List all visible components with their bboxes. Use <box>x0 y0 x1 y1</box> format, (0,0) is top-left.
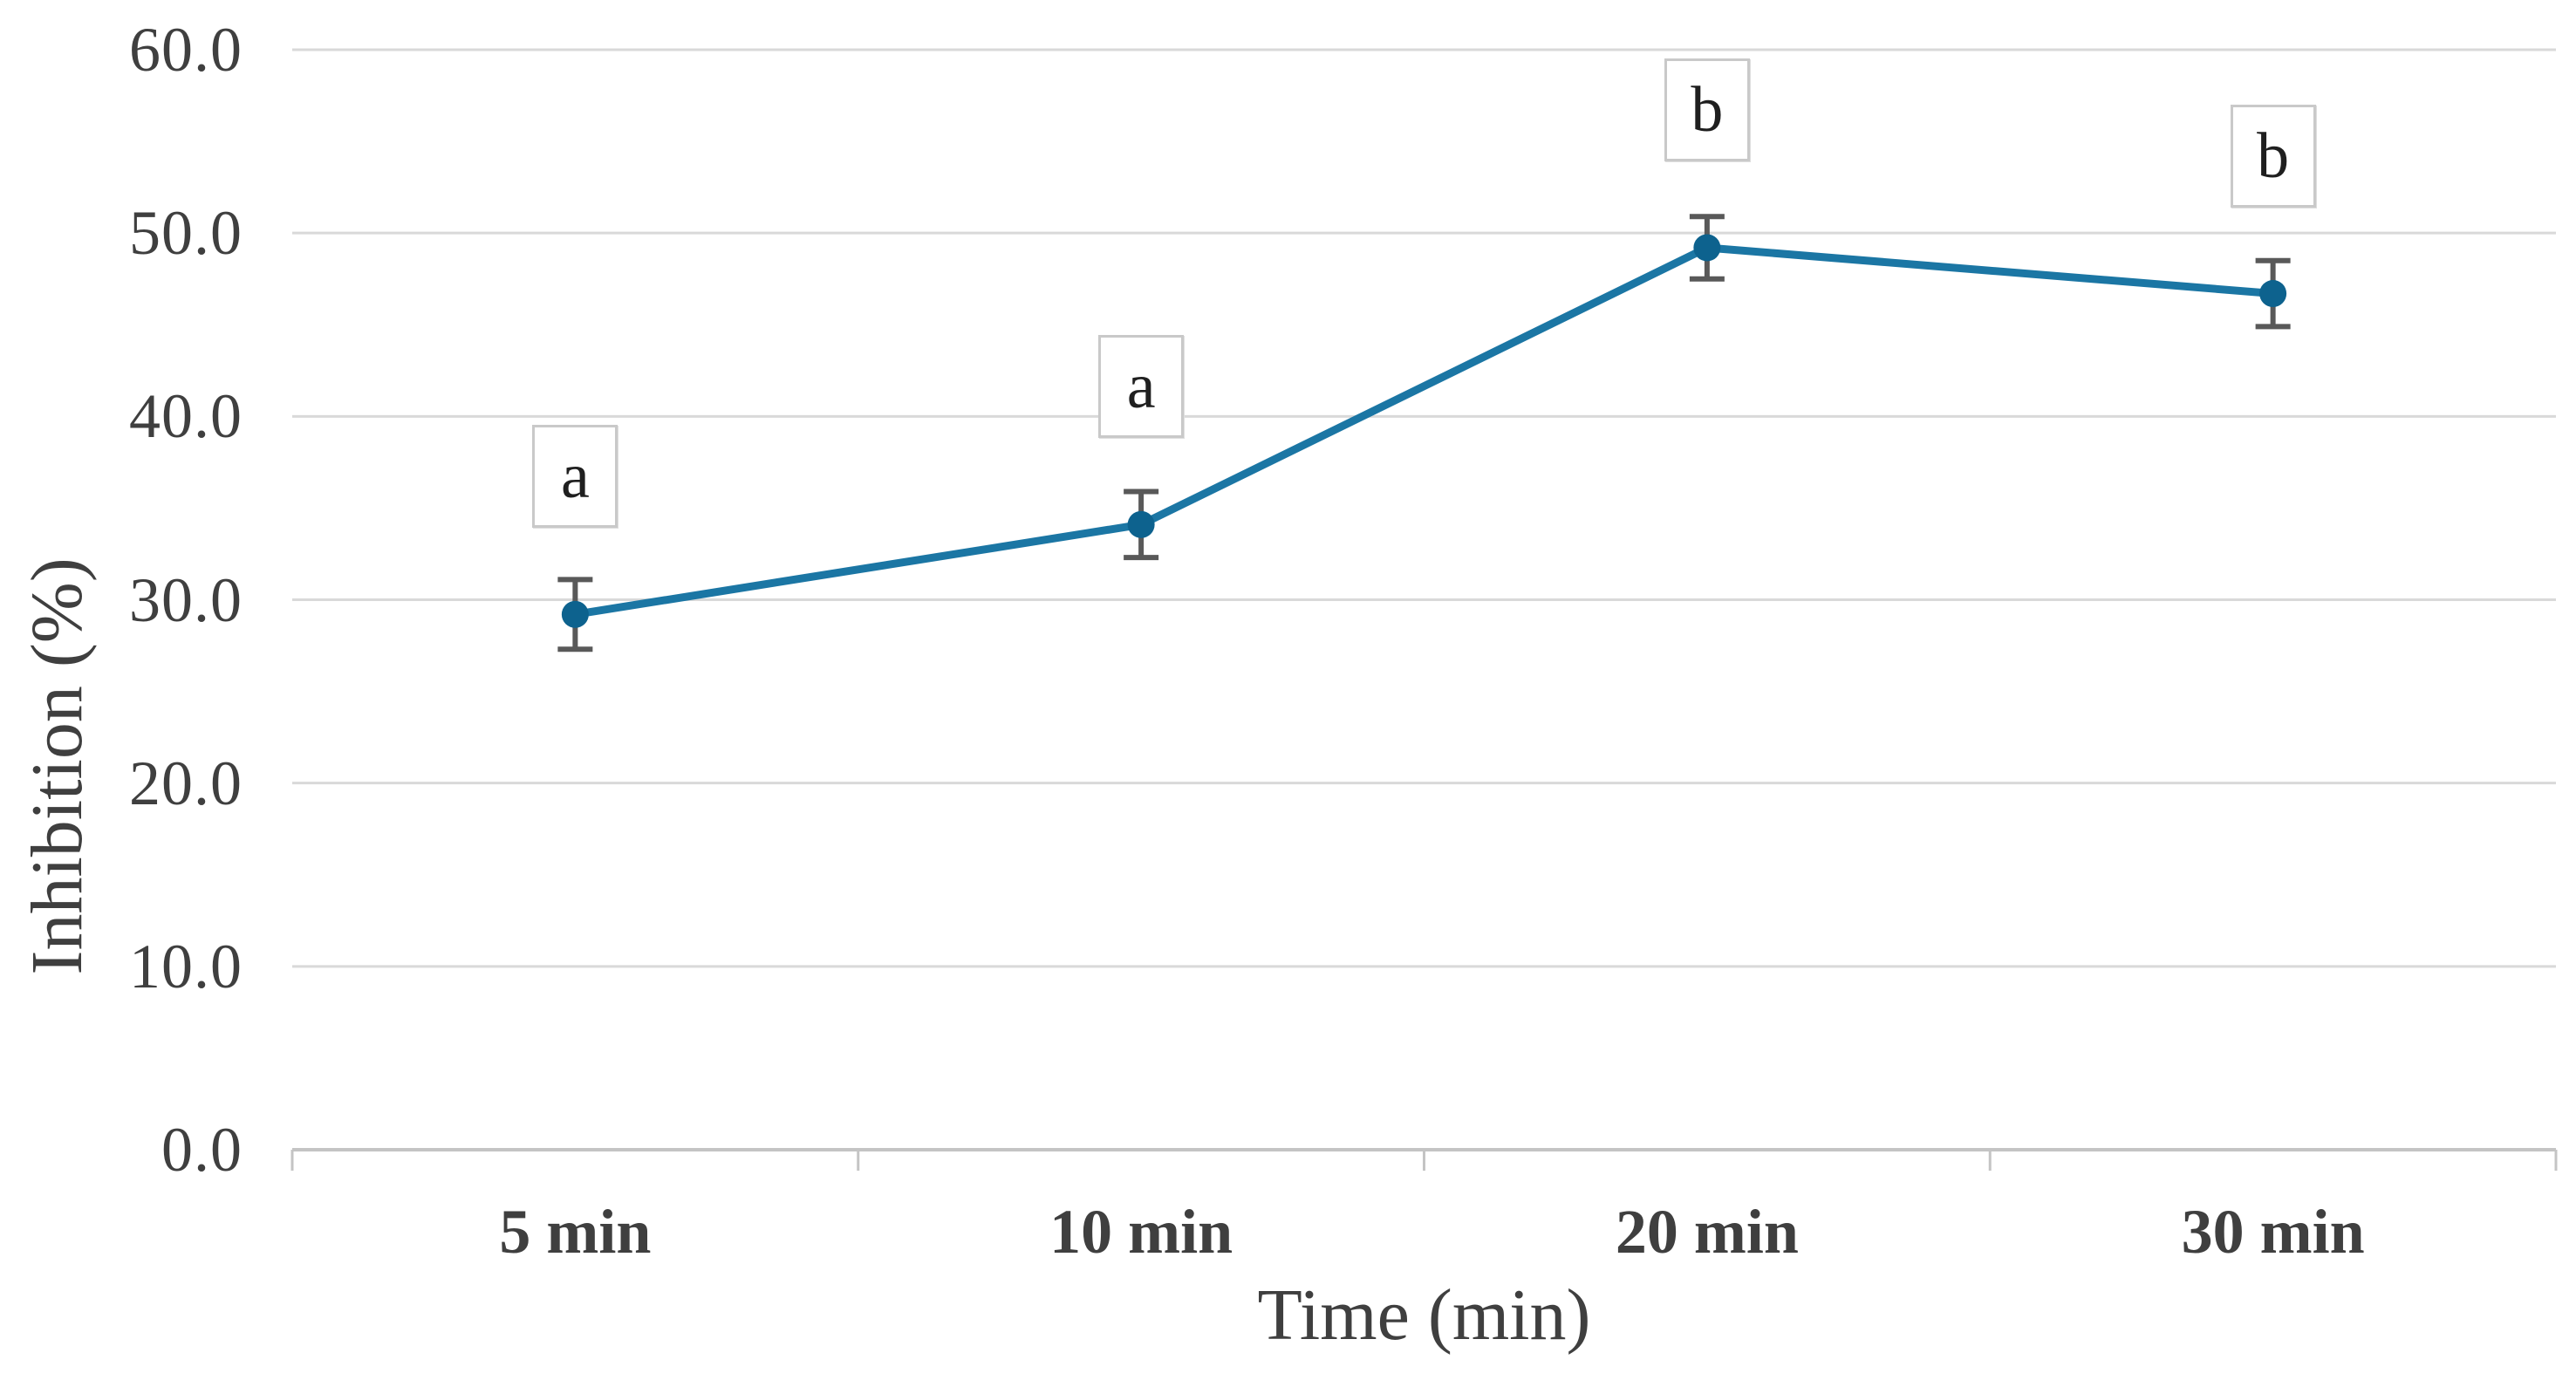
data-line <box>574 243 2273 618</box>
point-annotation: a <box>1098 335 1185 439</box>
x-tick-label: 20 min <box>1615 1197 1799 1267</box>
point-annotation: b <box>1664 58 1750 161</box>
y-tick-label: 20.0 <box>129 748 243 818</box>
x-tick-label: 10 min <box>1049 1197 1233 1267</box>
x-tick-label: 30 min <box>2181 1197 2365 1267</box>
x-tick-label: 5 min <box>499 1197 652 1267</box>
annotation-letter: b <box>1691 73 1724 146</box>
data-point <box>1693 234 1721 262</box>
y-tick-label: 30.0 <box>129 564 243 635</box>
y-tick-label: 40.0 <box>129 381 243 452</box>
y-tick-label: 50.0 <box>129 198 243 269</box>
y-tick-label: 0.0 <box>161 1115 243 1185</box>
point-annotation: a <box>532 425 618 529</box>
y-axis-title: Inhibition (%) <box>17 557 98 975</box>
data-point <box>1127 510 1155 538</box>
data-point <box>2259 280 2287 308</box>
y-tick-label: 60.0 <box>129 15 243 85</box>
data-point <box>561 600 589 628</box>
point-annotation: b <box>2230 104 2316 208</box>
annotation-letter: a <box>1126 351 1156 423</box>
x-axis-title: Time (min) <box>1257 1274 1591 1356</box>
y-tick-label: 10.0 <box>129 931 243 1001</box>
annotation-letter: b <box>2257 120 2290 192</box>
annotation-letter: a <box>560 441 590 513</box>
